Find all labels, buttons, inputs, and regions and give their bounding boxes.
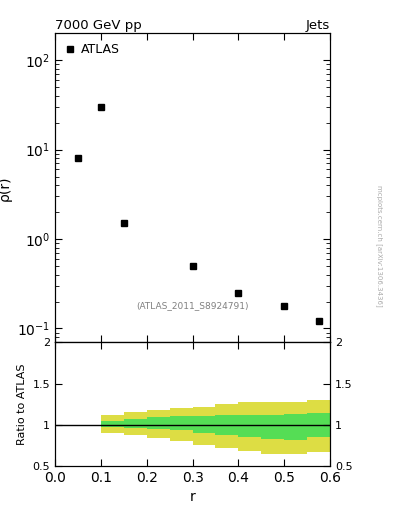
- Text: 7000 GeV pp: 7000 GeV pp: [55, 19, 142, 32]
- Line: ATLAS: ATLAS: [74, 103, 322, 325]
- ATLAS: [316, 318, 321, 325]
- ATLAS: [75, 155, 80, 161]
- ATLAS: [190, 263, 195, 269]
- Text: (ATLAS_2011_S8924791): (ATLAS_2011_S8924791): [136, 301, 249, 310]
- Legend: ATLAS: ATLAS: [61, 39, 124, 60]
- X-axis label: r: r: [190, 490, 195, 504]
- ATLAS: [282, 303, 286, 309]
- Y-axis label: ρ(r): ρ(r): [0, 175, 11, 201]
- ATLAS: [121, 220, 126, 226]
- ATLAS: [236, 290, 241, 296]
- Y-axis label: Ratio to ATLAS: Ratio to ATLAS: [17, 364, 27, 445]
- Text: Jets: Jets: [306, 19, 330, 32]
- ATLAS: [99, 104, 103, 110]
- Text: mcplots.cern.ch [arXiv:1306.3436]: mcplots.cern.ch [arXiv:1306.3436]: [376, 185, 383, 307]
